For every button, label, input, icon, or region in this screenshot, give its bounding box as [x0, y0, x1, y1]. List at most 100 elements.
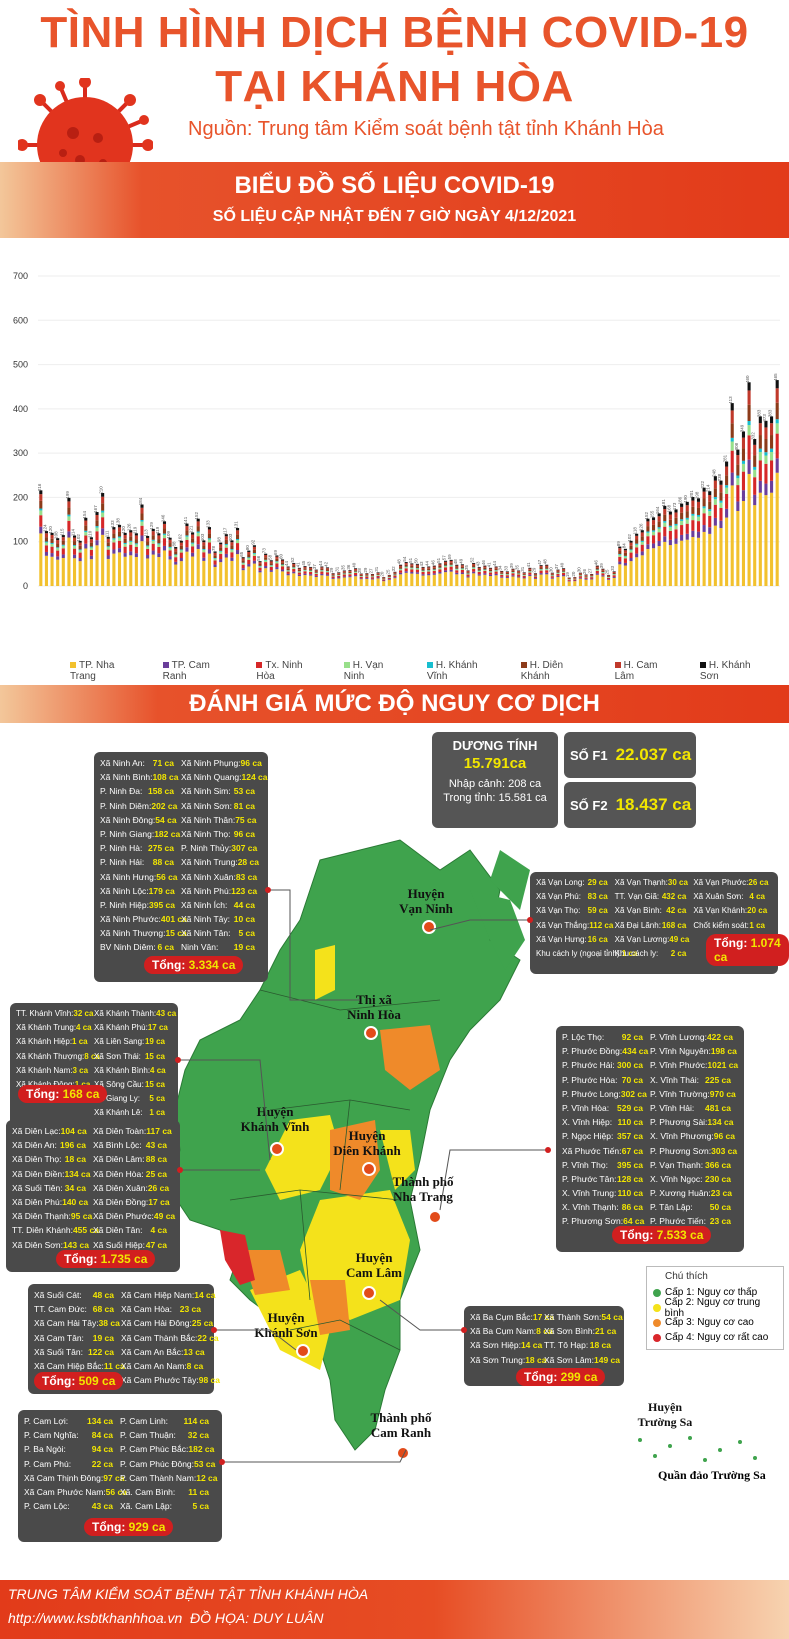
bar-segment [269, 566, 273, 571]
y-tick-label: 500 [13, 360, 28, 370]
bar-segment [674, 512, 678, 518]
bar-segment [297, 569, 301, 572]
box-row: Xã Giang Ly: 5 ca [16, 1092, 172, 1106]
bar-segment [297, 571, 301, 573]
bar-segment [241, 568, 245, 571]
bar-segment [89, 555, 93, 560]
bar-segment [185, 535, 189, 537]
bar-segment [460, 566, 464, 569]
legend-swatch [520, 662, 527, 669]
box-row: P. Cam Lộc: 43 ca Xã. Cam Lập: 5 ca [24, 1499, 216, 1513]
bar-segment [134, 544, 138, 548]
bar-segment [410, 571, 414, 574]
bar-segment [601, 568, 605, 570]
bar-segment [657, 527, 661, 529]
bar-value-label: 39 [509, 563, 514, 569]
bar-value-label: 43 [475, 561, 480, 567]
bar-segment [455, 569, 459, 571]
bar-segment [584, 575, 588, 577]
bar-segment [39, 508, 43, 511]
bar-segment [185, 526, 189, 531]
commune-name: P. Vĩnh Phước: [650, 1060, 708, 1071]
bar-segment [331, 578, 335, 579]
commune-name: Xã Ninh Sơn: [181, 800, 232, 811]
bar-segment [477, 571, 481, 575]
bar-segment [252, 563, 256, 586]
risk-swatch [653, 1318, 661, 1327]
bar-segment [72, 548, 77, 555]
footer-url[interactable]: http://www.ksbtkhanhhoa.vn [8, 1610, 183, 1626]
bar-segment [421, 574, 425, 576]
box-row: Xã Suối Tiên: 34 ca Xã Diên Xuân: 26 ca [12, 1181, 174, 1195]
bar-segment [725, 485, 729, 488]
commune-name: X. Vĩnh Hiệp: [562, 1117, 613, 1128]
bar-value-label: 80 [245, 545, 250, 551]
bar-segment [67, 531, 71, 538]
bar-segment [117, 537, 122, 541]
legend-label: H. Cam Lâm [614, 660, 658, 682]
bar-segment [680, 520, 684, 526]
bar-segment [511, 570, 515, 573]
bar-segment [657, 516, 661, 522]
bar-segment [106, 536, 110, 539]
bar-segment [348, 577, 352, 586]
bar-segment [505, 577, 509, 586]
bar-segment [399, 570, 403, 573]
bar-segment [472, 568, 476, 572]
commune-cases: 1 ca [72, 1037, 88, 1047]
bar-segment [421, 570, 425, 572]
commune-name: Xã Vạn Bình: [614, 906, 662, 916]
commune-cases: 81 ca [233, 800, 255, 811]
bar-segment [359, 579, 363, 586]
bar-value-label: 50 [413, 558, 418, 564]
bar-segment [500, 572, 504, 574]
bar-segment [477, 574, 481, 576]
commune-cases: 47 ca [145, 1239, 167, 1250]
bar-segment [719, 502, 723, 509]
bar-segment [399, 564, 403, 566]
box-row: Xã Cam Hiệp Bắc: 11 ca Xã Cam An Nam: 8 ca [34, 1359, 208, 1373]
commune-name: Xã Suối Tiên: [12, 1182, 63, 1193]
bar-segment [151, 543, 155, 551]
bar-segment [545, 570, 549, 573]
bar-segment [719, 500, 723, 503]
bar-segment [337, 572, 341, 573]
bar-segment [455, 567, 459, 569]
bar-segment [770, 492, 774, 586]
bar-segment [432, 566, 436, 568]
bar-segment [668, 527, 672, 531]
bar-segment [44, 537, 48, 542]
bar-segment [106, 547, 110, 550]
bar-segment [702, 513, 706, 526]
bar-segment [427, 567, 431, 569]
commune-cases: 50 ca [709, 1202, 731, 1213]
commune-name: Xã Cam Hiệp Nam: [121, 1290, 195, 1300]
bar-segment [623, 565, 627, 586]
bar-segment [325, 571, 330, 573]
bar-value-label: 37 [312, 564, 317, 570]
commune-cases: 202 ca [151, 800, 178, 811]
bar-segment [101, 517, 105, 529]
commune-cases: 83 ca [235, 871, 258, 882]
bar-segment [702, 531, 706, 586]
bar-segment [758, 416, 762, 424]
bar-segment [129, 544, 133, 552]
bar-segment [472, 573, 476, 586]
bar-segment [607, 579, 611, 586]
bar-segment [140, 519, 144, 522]
positive-value: 15.791ca [463, 755, 527, 772]
commune-name: P. Lộc Thọ: [562, 1032, 605, 1042]
commune-name: Xã Đại Lãnh: [614, 920, 661, 930]
bar-segment [106, 542, 110, 547]
commune-cases: 6 ca [157, 942, 174, 953]
bar-segment [511, 569, 515, 571]
commune-cases: 96 ca [713, 1131, 735, 1142]
bar-segment [668, 519, 672, 526]
bar-value-label: 30 [548, 567, 553, 573]
commune-cases: 108 ca [152, 772, 179, 783]
commune-cases: 15 ca [144, 1079, 165, 1089]
bar-segment [545, 574, 549, 586]
bar-segment [685, 505, 689, 512]
bar-segment [449, 562, 453, 565]
commune-name: Xã Ninh Thọ: [181, 828, 231, 839]
